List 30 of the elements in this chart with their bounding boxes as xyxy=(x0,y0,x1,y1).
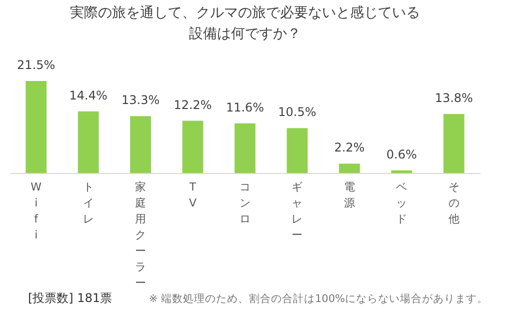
x-tick-label: Wifi xyxy=(30,180,42,242)
bar xyxy=(443,114,464,173)
bar xyxy=(130,116,151,173)
bar xyxy=(78,111,99,173)
data-label: 0.6% xyxy=(386,147,417,162)
data-label: 13.8% xyxy=(434,90,473,105)
bar xyxy=(234,123,256,173)
x-tick-label: TV xyxy=(188,180,198,210)
text: ※ 端数処理のため、割合の合計は100%にならない場合があります。 xyxy=(148,292,488,306)
x-tick-label: ベッド xyxy=(396,180,408,226)
bar xyxy=(286,128,308,173)
data-label: 13.3% xyxy=(121,93,160,108)
bar xyxy=(182,120,204,173)
bar xyxy=(391,170,412,173)
chart-title: 実際の旅を通して、クルマの旅で必要ないと感じている設備は何ですか？ xyxy=(70,5,420,42)
data-label: 12.2% xyxy=(174,98,212,112)
x-tick-label: 家庭用クーラー xyxy=(135,180,146,290)
x-tick-label: その他 xyxy=(448,180,460,226)
bar xyxy=(26,81,47,173)
text: [投票数] 181票 xyxy=(28,290,112,307)
data-label: 14.4% xyxy=(69,88,108,102)
data-label: 2.2% xyxy=(334,140,365,155)
data-label: 10.5% xyxy=(278,105,316,120)
data-label: 21.5% xyxy=(17,58,56,72)
x-tick-label: トイレ xyxy=(82,180,94,226)
bar xyxy=(339,164,360,173)
data-label: 11.6% xyxy=(226,100,264,114)
x-tick-label: ギャレー xyxy=(292,180,303,242)
x-tick-label: 電源 xyxy=(344,180,355,210)
x-tick-label: コンロ xyxy=(240,180,250,226)
